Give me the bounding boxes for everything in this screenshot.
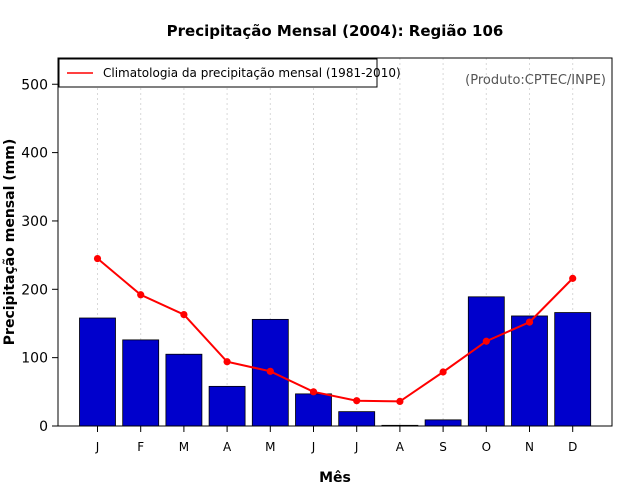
bar-6 [338, 411, 376, 427]
y-axis: 0 100 200 300 400 500 [21, 77, 58, 435]
x-tick-label: O [482, 440, 491, 454]
bars-group [79, 296, 592, 427]
climatology-point-3 [223, 358, 231, 366]
y-tick-label: 400 [21, 146, 48, 162]
bar-0 [79, 317, 116, 427]
climatology-point-0 [93, 254, 102, 263]
y-tick-label: 100 [21, 351, 48, 367]
climatology-point-4 [266, 367, 274, 375]
x-tick-label: A [396, 440, 405, 454]
y-axis-label: Precipitação mensal (mm) [2, 139, 18, 345]
climatology-point-5 [309, 388, 318, 396]
y-tick-label: 200 [21, 282, 48, 298]
bar-2 [165, 353, 203, 427]
climatology-point-1 [137, 291, 145, 299]
bar-11 [554, 312, 592, 427]
x-tick-label: J [311, 440, 316, 454]
x-tick-label: F [137, 440, 144, 454]
x-tick-label: A [223, 440, 232, 454]
x-tick-label: M [179, 440, 189, 454]
y-tick-label: 0 [39, 419, 48, 435]
bar-5 [295, 393, 332, 427]
bar-9 [467, 296, 505, 427]
y-tick-label: 500 [21, 77, 48, 93]
climatology-point-10 [525, 318, 534, 326]
climatology-point-9 [482, 337, 490, 345]
climatology-point-11 [569, 274, 577, 282]
climatology-point-6 [353, 397, 361, 405]
x-tick-label: M [265, 440, 275, 454]
legend-label: Climatologia da precipitação mensal (198… [103, 66, 401, 80]
x-tick-label: J [354, 440, 359, 454]
legend-box [58, 58, 378, 88]
x-tick-label: N [525, 440, 534, 454]
x-tick-label: S [439, 440, 447, 454]
bar-10 [511, 315, 548, 427]
climatology-line-group [93, 254, 577, 405]
legend: Climatologia da precipitação mensal (198… [58, 58, 401, 88]
climatology-point-8 [439, 368, 447, 376]
bar-1 [122, 339, 160, 427]
climatology-line [96, 257, 574, 403]
plot-frame [57, 57, 613, 427]
chart-title: Precipitação Mensal (2004): Região 106 [167, 22, 504, 40]
source-annotation: (Produto:CPTEC/INPE) [465, 73, 606, 88]
bar-3 [208, 385, 246, 427]
x-axis-label: Mês [319, 470, 351, 486]
climatology-point-7 [396, 397, 404, 405]
x-tick-label: J [95, 440, 100, 454]
bar-8 [424, 419, 462, 427]
y-tick-label: 300 [21, 214, 48, 230]
climatology-point-2 [180, 310, 188, 319]
x-tick-label: D [568, 440, 577, 454]
